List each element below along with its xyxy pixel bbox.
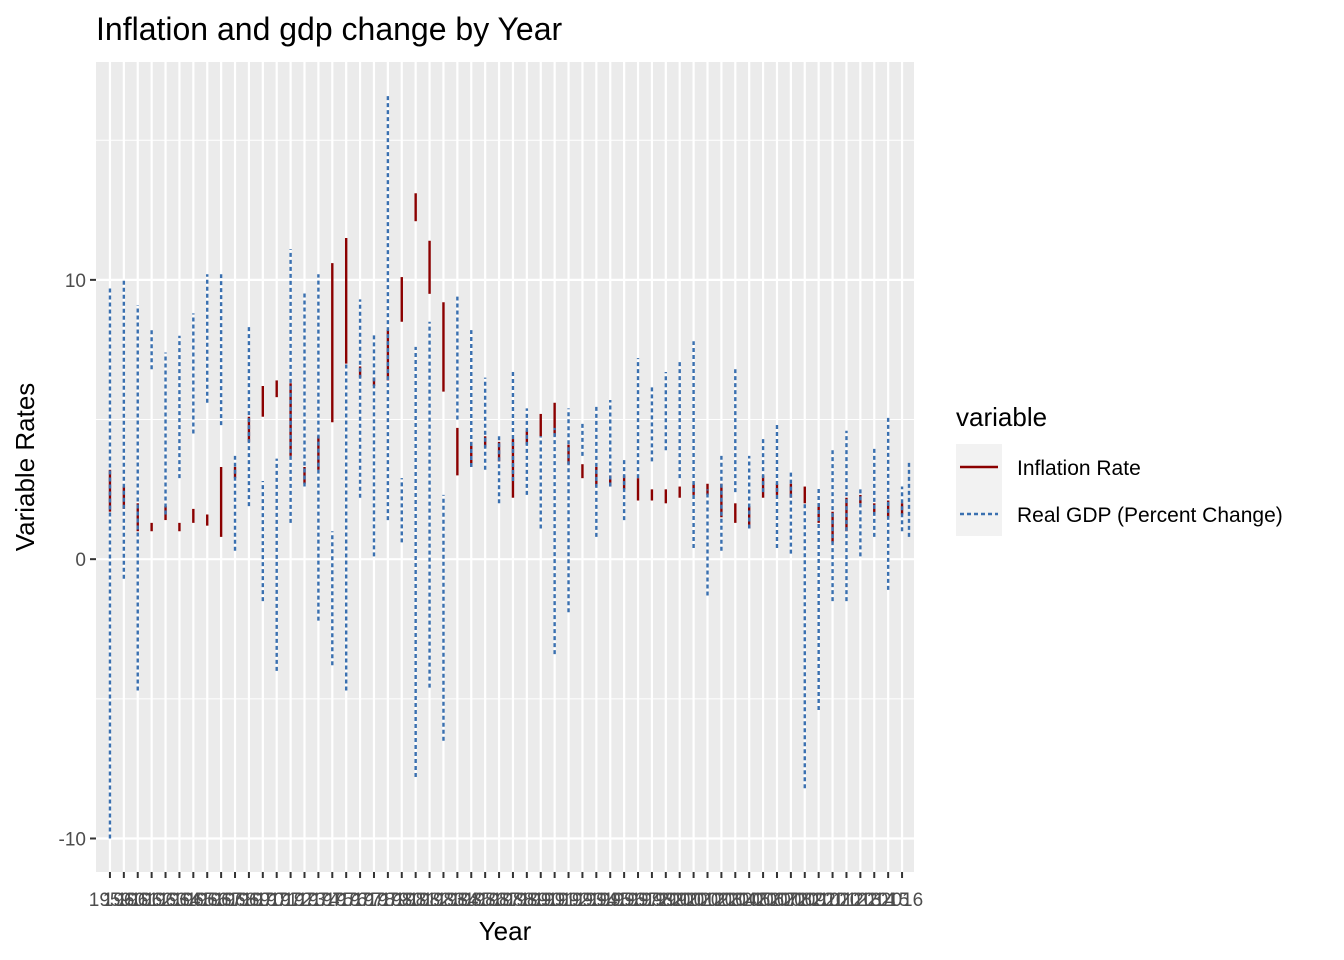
x-tick-label: 2014 xyxy=(853,890,896,911)
x-tick-label: 1994 xyxy=(575,890,618,911)
legend-title: variable xyxy=(956,402,1047,432)
x-tick-label: 2004 xyxy=(714,890,757,911)
x-tick-label: 1995 xyxy=(589,890,631,911)
legend-key-bg xyxy=(956,444,1002,536)
x-tick-label: 2007 xyxy=(756,890,798,911)
x-tick-label: 1965 xyxy=(172,890,214,911)
x-tick-label: 1966 xyxy=(186,890,228,911)
x-axis: 1959196019611962196319641965196619671968… xyxy=(89,872,923,911)
x-tick-label: 1970 xyxy=(242,890,284,911)
x-tick-label: 2005 xyxy=(728,890,770,911)
x-tick-label: 1982 xyxy=(408,890,450,911)
x-tick-label: 2008 xyxy=(770,890,812,911)
x-tick-label: 1960 xyxy=(103,890,145,911)
x-tick-label: 1964 xyxy=(158,890,201,911)
x-tick-label: 1977 xyxy=(339,890,381,911)
x-tick-label: 2006 xyxy=(742,890,784,911)
x-tick-label: 1979 xyxy=(367,890,409,911)
x-tick-label: 2015 xyxy=(867,890,909,911)
x-tick-label: 2010 xyxy=(798,890,840,911)
x-tick-label: 1986 xyxy=(464,890,506,911)
legend: variable Inflation Rate Real GDP (Percen… xyxy=(956,402,1283,536)
x-tick-label: 1961 xyxy=(117,890,159,911)
x-tick-label: 1974 xyxy=(297,890,340,911)
x-tick-label: 1962 xyxy=(130,890,172,911)
x-tick-label: 1972 xyxy=(269,890,311,911)
x-tick-label: 2001 xyxy=(672,890,714,911)
x-tick-label: 1959 xyxy=(89,890,131,911)
x-axis-title: Year xyxy=(479,916,532,946)
x-tick-label: 1978 xyxy=(353,890,395,911)
x-tick-label: 1985 xyxy=(450,890,492,911)
x-tick-label: 2011 xyxy=(812,890,853,911)
data-marks xyxy=(108,95,911,839)
x-tick-label: 1988 xyxy=(492,890,534,911)
x-tick-label: 1997 xyxy=(617,890,659,911)
x-tick-label: 1963 xyxy=(144,890,186,911)
x-tick-label: 1973 xyxy=(283,890,325,911)
x-tick-label: 1981 xyxy=(395,890,437,911)
chart-title: Inflation and gdp change by Year xyxy=(96,11,563,47)
x-tick-label: 1971 xyxy=(256,890,298,911)
y-tick-label: 0 xyxy=(75,550,86,571)
x-tick-label: 1991 xyxy=(533,890,575,911)
x-tick-label: 1992 xyxy=(547,890,589,911)
x-tick-label: 2013 xyxy=(839,890,881,911)
legend-label-inflation: Inflation Rate xyxy=(1017,457,1141,480)
x-tick-label: 1968 xyxy=(214,890,256,911)
x-tick-label: 1996 xyxy=(603,890,645,911)
y-tick-label: 10 xyxy=(65,271,86,292)
x-tick-label: 2012 xyxy=(825,890,867,911)
x-tick-label: 1989 xyxy=(506,890,548,911)
x-tick-label: 1983 xyxy=(422,890,464,911)
x-tick-label: 1976 xyxy=(325,890,367,911)
x-tick-label: 2000 xyxy=(659,890,701,911)
x-tick-label: 2009 xyxy=(784,890,826,911)
x-tick-label: 1987 xyxy=(478,890,520,911)
x-tick-label: 2002 xyxy=(686,890,728,911)
x-tick-label: 1990 xyxy=(520,890,562,911)
x-tick-label: 2016 xyxy=(881,890,923,911)
x-tick-label: 2003 xyxy=(700,890,742,911)
x-tick-label: 1993 xyxy=(561,890,603,911)
x-tick-label: 1967 xyxy=(200,890,242,911)
x-tick-label: 1998 xyxy=(631,890,673,911)
legend-label-gdp: Real GDP (Percent Change) xyxy=(1017,504,1283,527)
y-axis-title: Variable Rates xyxy=(10,383,40,552)
x-tick-label: 1969 xyxy=(228,890,270,911)
y-axis: -10 0 10 xyxy=(59,271,96,850)
x-tick-label: 1999 xyxy=(645,890,687,911)
x-tick-label: 1980 xyxy=(381,890,423,911)
y-tick-label: -10 xyxy=(59,829,86,850)
x-tick-label: 1975 xyxy=(311,890,353,911)
x-tick-label: 1984 xyxy=(436,890,479,911)
